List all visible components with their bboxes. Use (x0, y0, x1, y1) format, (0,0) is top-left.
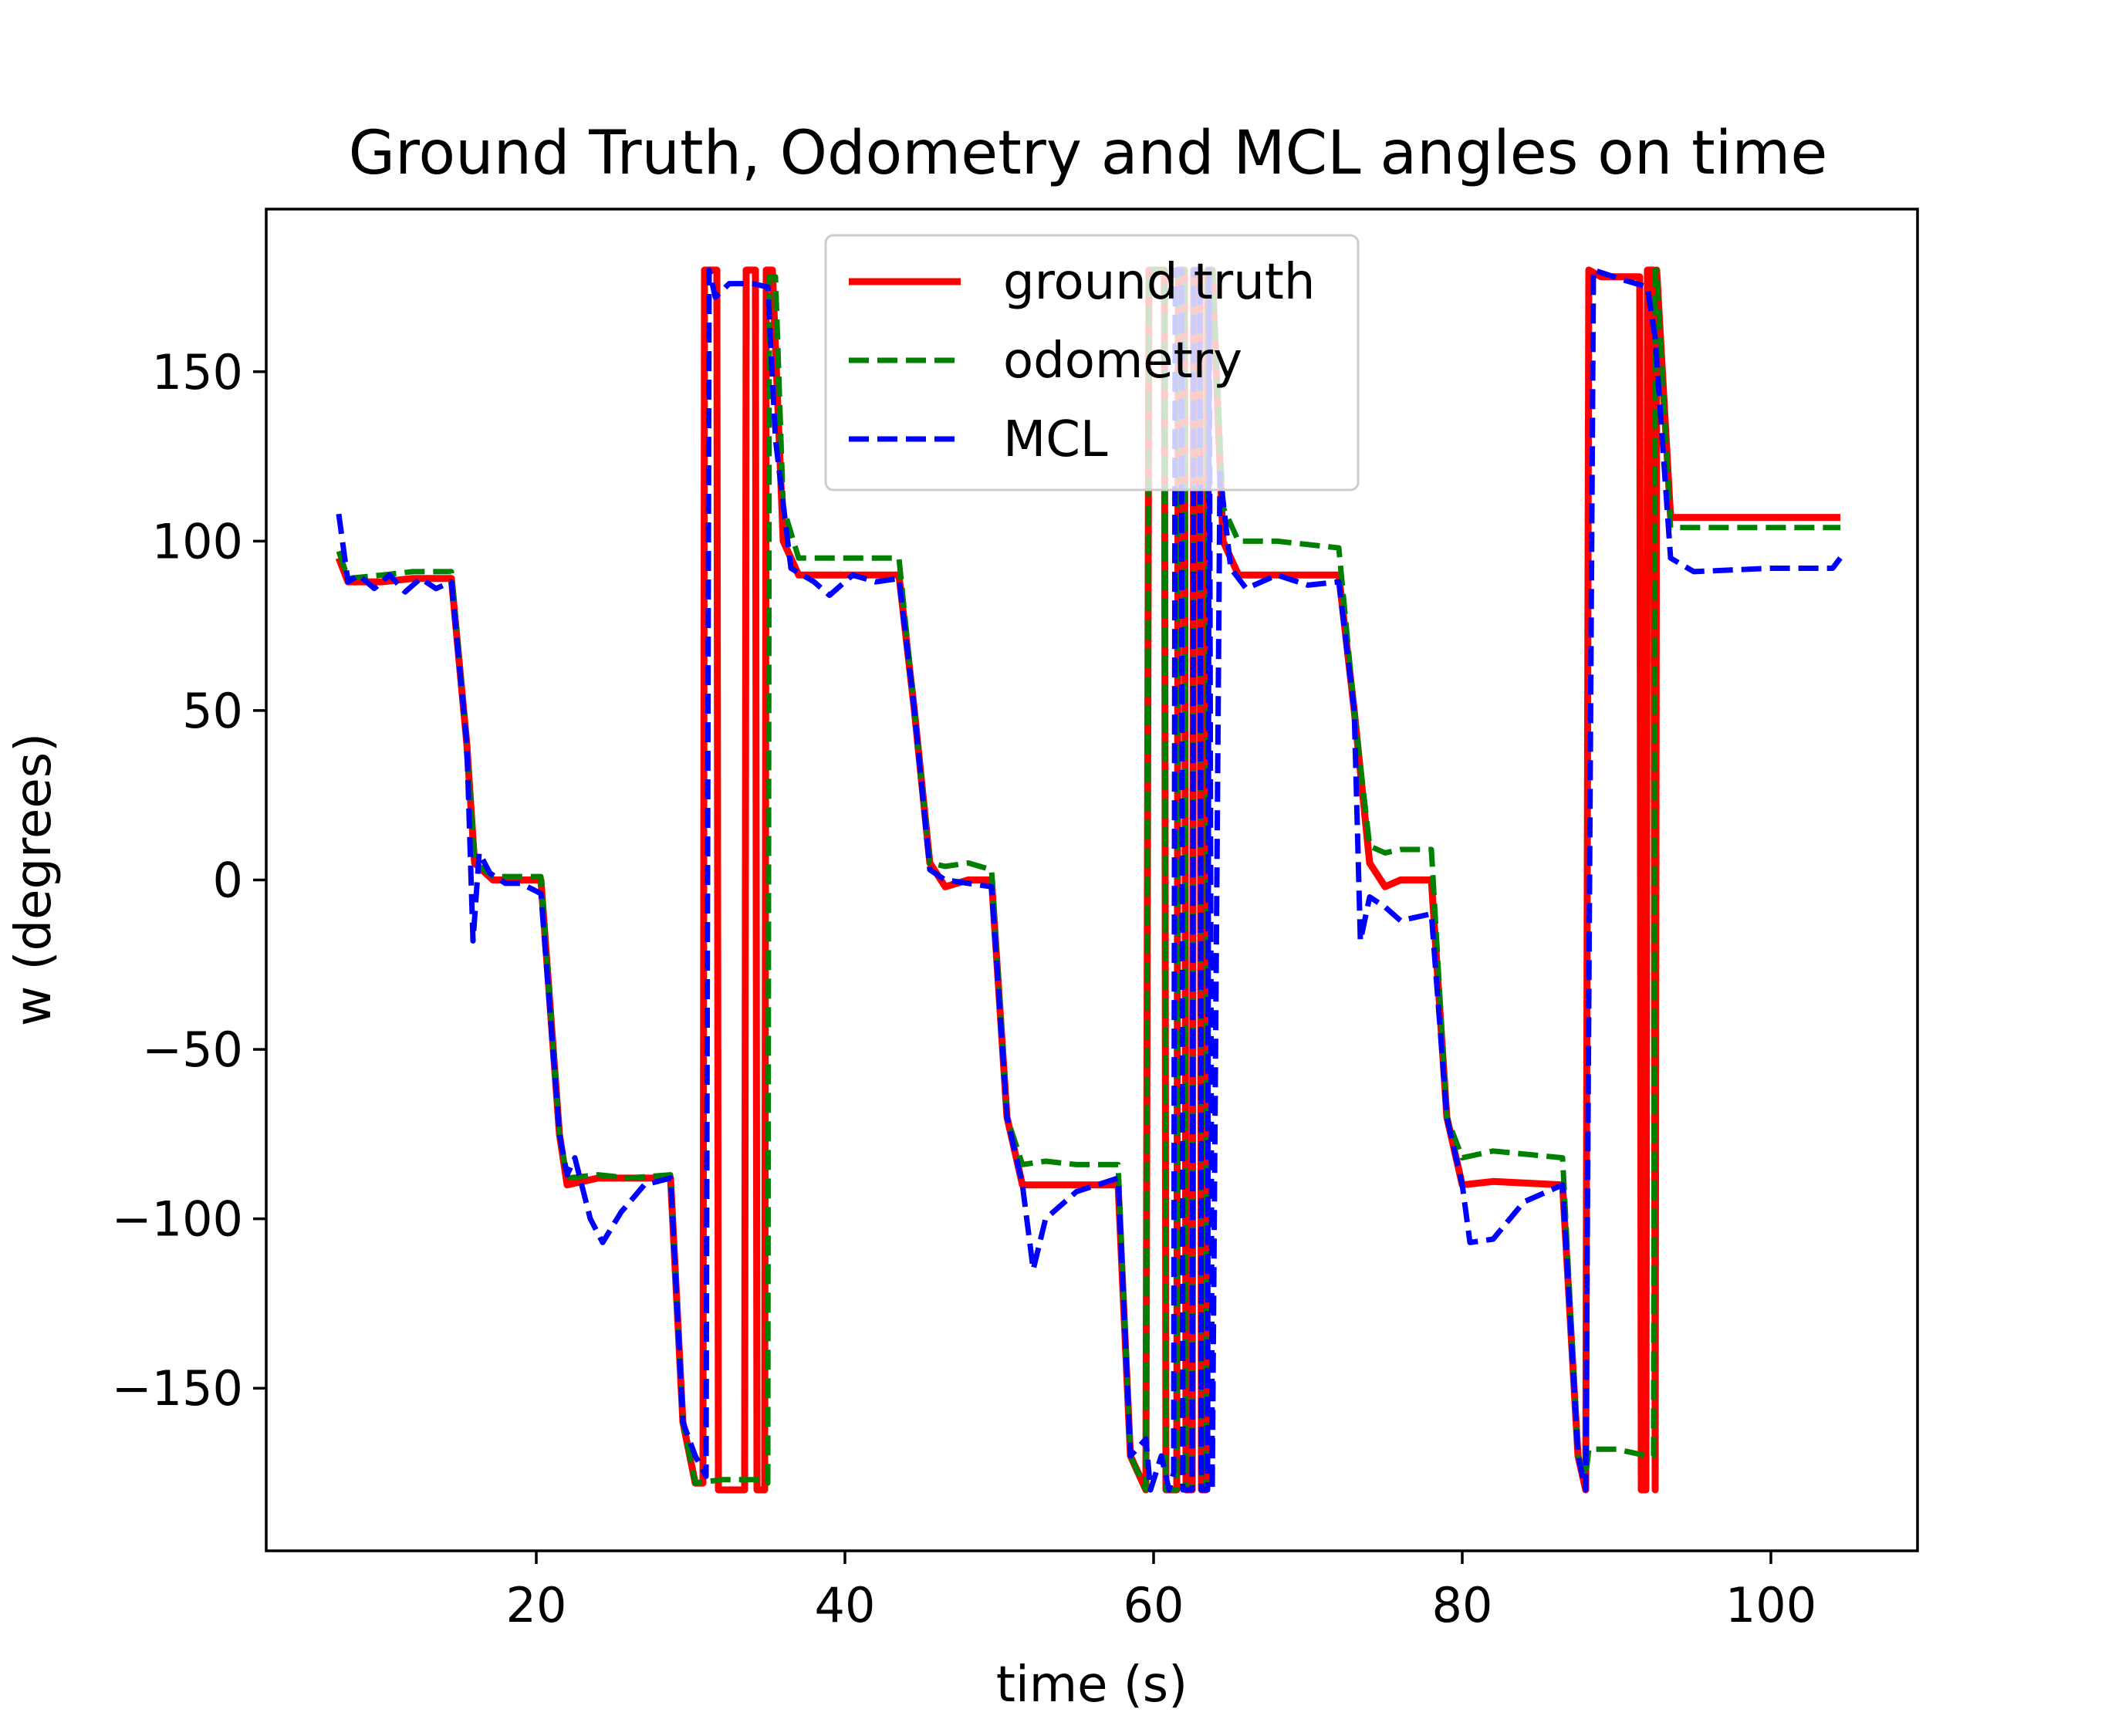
y-axis-label: w (degrees) (5, 733, 63, 1026)
x-axis-label: time (s) (996, 1657, 1188, 1714)
x-tick-label: 100 (1725, 1577, 1816, 1633)
x-tick-label: 80 (1432, 1577, 1493, 1633)
series-line-odometry (336, 267, 1840, 1493)
x-axis-ticks: 20 40 60 80 100 (506, 1551, 1816, 1633)
legend-box (824, 234, 1360, 491)
legend: ground truth odometry MCL (824, 234, 1360, 491)
chart-title: Ground Truth, Odometry and MCL angles on… (349, 119, 1828, 188)
y-tick-label: 150 (152, 344, 243, 400)
y-tick-label: −150 (112, 1360, 243, 1417)
x-tick-label: 60 (1124, 1577, 1184, 1633)
y-tick-label: 0 (213, 853, 243, 909)
series-line-mcl (336, 267, 1843, 1493)
y-axis-ticks: −150 −100 −50 0 50 100 150 (112, 344, 266, 1417)
legend-label: ground truth (1003, 254, 1315, 311)
legend-label: MCL (1003, 411, 1108, 468)
legend-label: odometry (1003, 333, 1242, 390)
y-tick-label: 50 (182, 683, 243, 739)
x-tick-label: 40 (815, 1577, 876, 1633)
y-tick-label: −100 (112, 1191, 243, 1248)
series-layer (335, 266, 1843, 1494)
x-tick-label: 20 (506, 1577, 567, 1633)
y-tick-label: −50 (142, 1022, 243, 1078)
y-tick-label: 100 (152, 513, 243, 569)
